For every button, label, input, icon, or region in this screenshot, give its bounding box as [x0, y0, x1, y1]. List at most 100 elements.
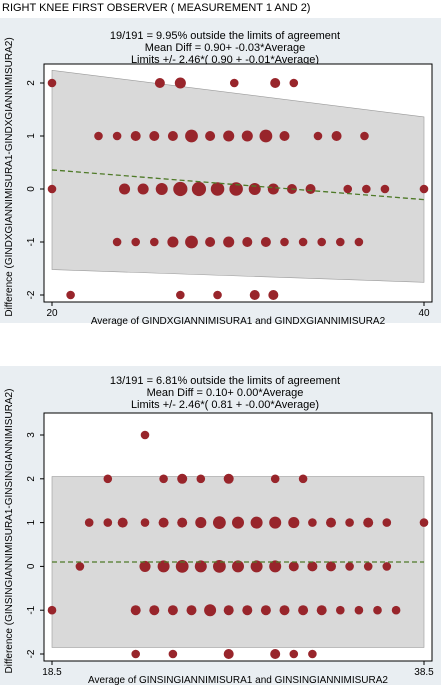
x-axis-label: Average of GINDXGIANNIMISURA1 and GINDXG…: [91, 316, 386, 327]
data-point: [223, 236, 235, 248]
data-point: [331, 131, 342, 141]
x-tick-label: 20: [46, 308, 58, 319]
data-point: [354, 605, 364, 615]
data-point: [196, 474, 206, 484]
data-point: [270, 78, 281, 88]
data-point: [186, 605, 197, 616]
y-axis-label: Difference (GINDXGIANNIMISURA1-GINDXGIAN…: [4, 37, 15, 316]
data-point: [223, 473, 234, 484]
data-point: [363, 562, 373, 571]
data-point: [119, 183, 131, 195]
data-point: [223, 130, 235, 142]
data-point: [345, 518, 354, 527]
y-tick-label: 0: [26, 186, 37, 192]
data-point: [185, 129, 198, 143]
data-point: [307, 561, 318, 572]
data-point: [308, 649, 317, 659]
data-point: [260, 605, 271, 616]
data-point: [154, 78, 165, 88]
y-tick-label: 2: [26, 80, 37, 86]
data-point: [232, 560, 244, 573]
data-point: [380, 184, 390, 194]
data-point: [140, 430, 150, 440]
data-point: [173, 181, 188, 197]
data-point: [316, 605, 327, 616]
mean-difference-line: [51, 169, 425, 201]
data-point: [131, 237, 140, 247]
chart-title-line: Limits +/- 2.46*( 0.90 + -0.01*Average): [131, 54, 319, 66]
data-point: [267, 183, 279, 195]
data-point: [149, 605, 160, 616]
chart-title-line: Mean Diff = 0.10+ 0.00*Average: [147, 387, 304, 399]
data-point: [241, 130, 253, 142]
data-point: [167, 605, 178, 616]
data-point: [229, 78, 239, 88]
data-point: [131, 649, 140, 659]
data-point: [298, 605, 309, 616]
data-point: [382, 562, 392, 571]
data-point: [279, 131, 290, 141]
data-point: [194, 560, 207, 573]
data-point: [259, 129, 273, 143]
data-point: [336, 605, 345, 615]
data-point: [75, 562, 85, 571]
data-point: [289, 78, 299, 88]
data-point: [103, 474, 113, 484]
data-point: [223, 605, 234, 616]
data-point: [229, 182, 243, 196]
x-axis-label: Average of GINSINGIANNIMISURA1 and GINSI…: [88, 675, 388, 685]
data-point: [176, 290, 185, 300]
data-point: [94, 131, 103, 141]
page-title: RIGHT KNEE FIRST OBSERVER ( MEASUREMENT …: [2, 2, 311, 14]
data-point: [242, 237, 253, 247]
data-point: [84, 518, 94, 527]
data-point: [250, 560, 263, 573]
data-point: [419, 518, 429, 527]
y-tick-label: -2: [26, 290, 37, 299]
x-tick-label: 18.5: [42, 667, 62, 678]
data-point: [232, 516, 244, 529]
data-point: [270, 649, 281, 659]
data-point: [317, 237, 327, 247]
bland-altman-chart-gindx: 19/191 = 9.95% outside the limits of agr…: [4, 30, 433, 327]
data-point: [268, 290, 279, 300]
chart-title-line: Mean Diff = 0.90+ -0.03*Average: [145, 42, 305, 54]
y-tick-label: -2: [26, 649, 37, 658]
data-point: [298, 237, 308, 247]
data-point: [130, 131, 141, 141]
data-point: [117, 517, 128, 528]
chart-title-line: 19/191 = 9.95% outside the limits of agr…: [110, 30, 340, 42]
data-point: [382, 518, 392, 527]
data-point: [205, 237, 216, 247]
data-point: [139, 560, 151, 572]
data-point: [112, 237, 122, 247]
data-point: [343, 184, 353, 194]
data-point: [373, 605, 382, 615]
data-point: [185, 235, 198, 249]
data-point: [167, 131, 178, 141]
data-point: [305, 184, 316, 194]
data-point: [336, 237, 345, 247]
bland-altman-chart-ginsin: 13/191 = 6.81% outside the limits of agr…: [4, 375, 434, 685]
data-point: [391, 605, 401, 615]
data-point: [280, 237, 289, 247]
data-point: [250, 516, 263, 529]
data-point: [249, 290, 260, 300]
y-tick-label: 1: [26, 519, 37, 525]
data-point: [298, 474, 308, 484]
y-tick-label: -1: [26, 237, 37, 246]
bland-altman-panel-gindx: 19/191 = 9.95% outside the limits of agr…: [0, 18, 441, 327]
data-point: [363, 517, 374, 528]
chart-title-line: Limits +/- 2.46*( 0.81 + -0.00*Average): [131, 399, 319, 411]
data-point: [242, 605, 253, 616]
limits-of-agreement-band: [51, 69, 425, 283]
data-point: [326, 517, 336, 528]
data-point: [308, 518, 317, 527]
data-point: [130, 605, 141, 616]
data-point: [289, 649, 299, 659]
data-point: [210, 182, 225, 196]
data-point: [279, 605, 290, 616]
data-point: [195, 517, 207, 529]
data-point: [191, 181, 207, 197]
x-tick-label: 40: [418, 308, 430, 319]
